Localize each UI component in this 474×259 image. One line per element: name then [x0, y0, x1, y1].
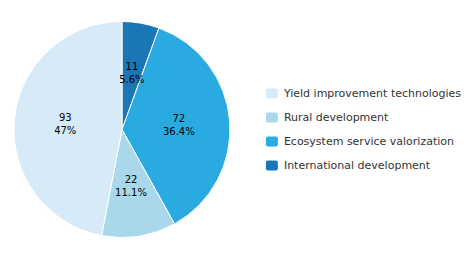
svg-text:47%: 47%	[54, 125, 76, 136]
svg-text:36.4%: 36.4%	[163, 126, 195, 137]
svg-text:International development: International development	[284, 159, 431, 172]
svg-text:Yield improvement technologies: Yield improvement technologies	[283, 87, 461, 100]
svg-text:22: 22	[125, 174, 138, 185]
svg-text:72: 72	[172, 113, 185, 124]
svg-text:93: 93	[59, 112, 72, 123]
svg-text:Rural development: Rural development	[284, 111, 389, 124]
svg-text:11: 11	[126, 61, 139, 72]
svg-text:11.1%: 11.1%	[115, 187, 147, 198]
svg-text:Ecosystem service valorization: Ecosystem service valorization	[284, 135, 454, 148]
svg-text:5.6%: 5.6%	[119, 74, 144, 85]
